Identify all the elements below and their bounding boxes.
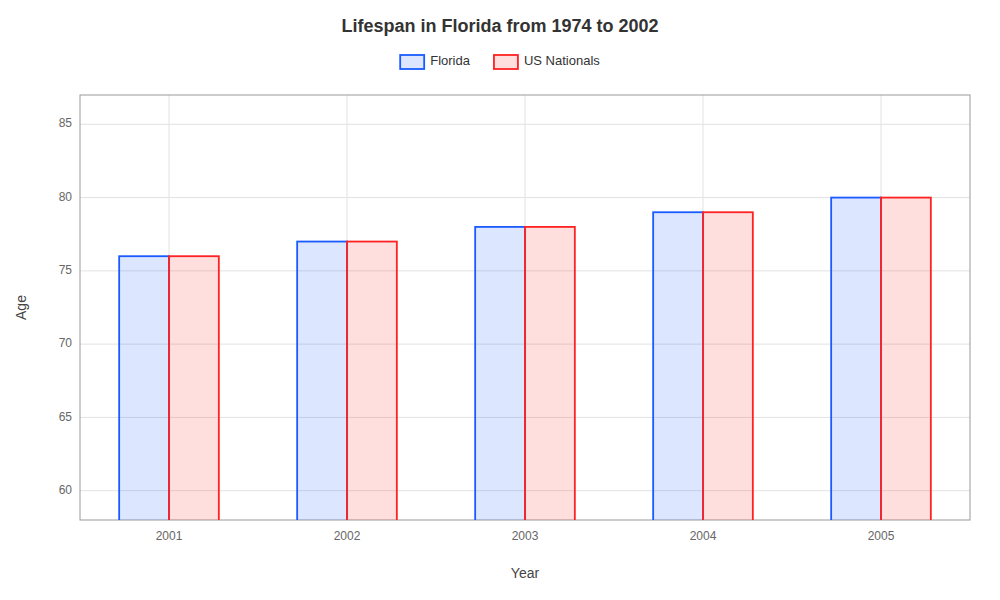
legend-item: Florida: [400, 53, 471, 69]
x-tick-label: 2001: [156, 529, 183, 543]
x-tick-label: 2002: [334, 529, 361, 543]
bars: [119, 198, 931, 520]
chart-container: 60 65 70 75 80 85 2001 2002 2003 2004 2005 Year Age L…: [0, 0, 1000, 600]
y-tick-label: 70: [59, 336, 73, 350]
y-tick-label: 80: [59, 190, 73, 204]
x-tick-label: 2005: [868, 529, 895, 543]
legend-label: US Nationals: [524, 53, 600, 68]
y-tick-label: 85: [59, 116, 73, 130]
y-tick-label: 65: [59, 410, 73, 424]
bar: [525, 227, 575, 520]
bar: [881, 198, 931, 520]
bar: [703, 212, 753, 520]
bar: [119, 256, 169, 520]
chart-title: Lifespan in Florida from 1974 to 2002: [341, 16, 658, 36]
bar: [297, 242, 347, 520]
bar: [831, 198, 881, 520]
legend: Florida US Nationals: [400, 53, 600, 69]
y-axis-label: Age: [13, 295, 29, 320]
chart-svg: 60 65 70 75 80 85 2001 2002 2003 2004 2005 Year Age L…: [0, 0, 1000, 600]
bar: [347, 242, 397, 520]
x-axis-label: Year: [511, 565, 540, 581]
x-tick-label: 2003: [512, 529, 539, 543]
x-tick-label: 2004: [690, 529, 717, 543]
bar: [169, 256, 219, 520]
y-tick-label: 60: [59, 483, 73, 497]
y-tick-label: 75: [59, 263, 73, 277]
legend-swatch: [400, 55, 424, 69]
legend-swatch: [494, 55, 518, 69]
bar: [475, 227, 525, 520]
legend-item: US Nationals: [494, 53, 600, 69]
axes: 60 65 70 75 80 85 2001 2002 2003 2004 2005: [59, 116, 895, 543]
bar: [653, 212, 703, 520]
legend-label: Florida: [430, 53, 471, 68]
